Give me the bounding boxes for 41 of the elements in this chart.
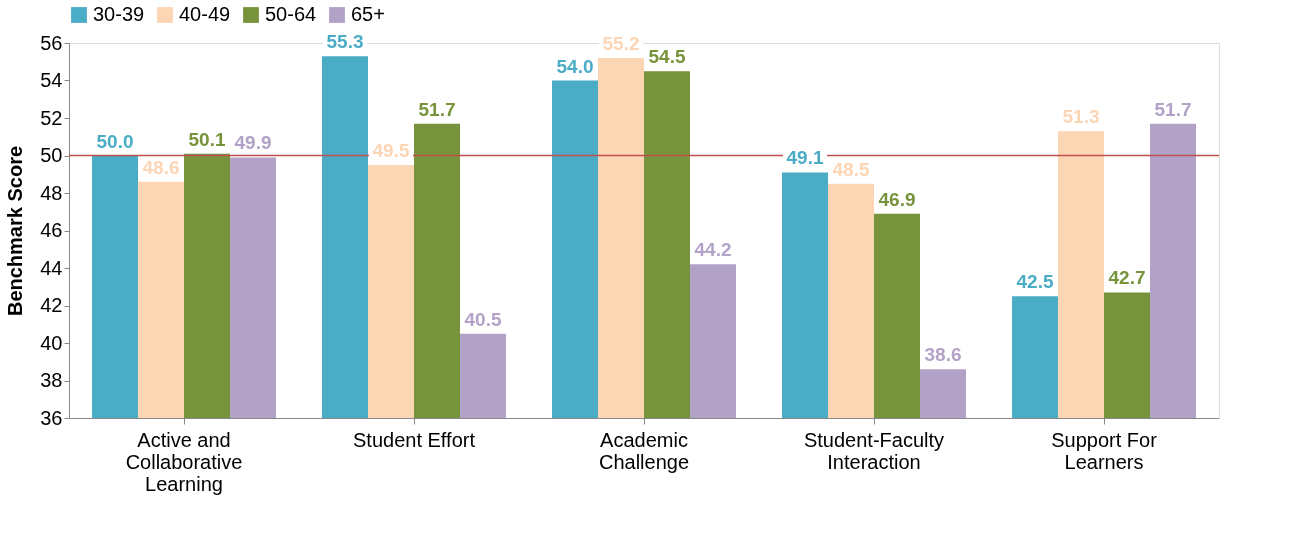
x-tick-label: Active and Collaborative Learning (125, 428, 243, 495)
data-label: 54.0 (556, 55, 594, 77)
y-tick-label: 50 (40, 144, 63, 166)
data-label: 44.2 (694, 239, 732, 261)
data-label: 50.0 (96, 130, 134, 152)
data-label: 38.6 (924, 344, 962, 366)
legend-label: 30-39 (93, 3, 145, 25)
data-label: 49.9 (234, 132, 272, 154)
x-tick-label: Support For Learners (1051, 428, 1158, 473)
y-tick-label: 56 (40, 31, 63, 54)
y-tick-label: 54 (40, 69, 63, 91)
data-label: 54.5 (648, 46, 686, 68)
data-label: 42.5 (1016, 271, 1054, 293)
y-tick-label: 38 (40, 369, 63, 391)
legend-label: 40-49 (179, 3, 231, 25)
data-label: 51.7 (1154, 98, 1192, 120)
data-label: 51.3 (1062, 106, 1100, 128)
data-label: 48.5 (832, 158, 870, 180)
y-tick-label: 52 (40, 106, 63, 129)
x-tick-label: Student-Faculty Interaction (803, 428, 945, 473)
y-tick-label: 46 (40, 219, 63, 241)
x-tick-label: Student Effort (353, 428, 476, 451)
data-label: 55.3 (326, 31, 364, 53)
data-label: 50.1 (188, 128, 226, 150)
data-label: 49.1 (786, 147, 824, 169)
legend-label: 50-64 (265, 3, 317, 25)
data-label: 55.2 (602, 33, 640, 54)
y-tick-label: 48 (40, 181, 63, 204)
x-tick-label: Academic Challenge (598, 428, 690, 473)
legend-label: 65+ (351, 3, 385, 25)
y-tick-label: 42 (40, 294, 63, 316)
y-tick-label: 40 (40, 331, 63, 354)
data-label: 46.9 (878, 188, 916, 210)
y-axis-title: Benchmark Score (4, 145, 27, 317)
data-label: 49.5 (372, 139, 410, 161)
data-label: 48.6 (142, 156, 180, 178)
data-label: 42.7 (1108, 267, 1146, 289)
data-label: 51.7 (418, 98, 456, 120)
y-tick-label: 36 (40, 406, 63, 429)
y-tick-label: 44 (40, 256, 63, 279)
data-label: 40.5 (464, 308, 502, 330)
